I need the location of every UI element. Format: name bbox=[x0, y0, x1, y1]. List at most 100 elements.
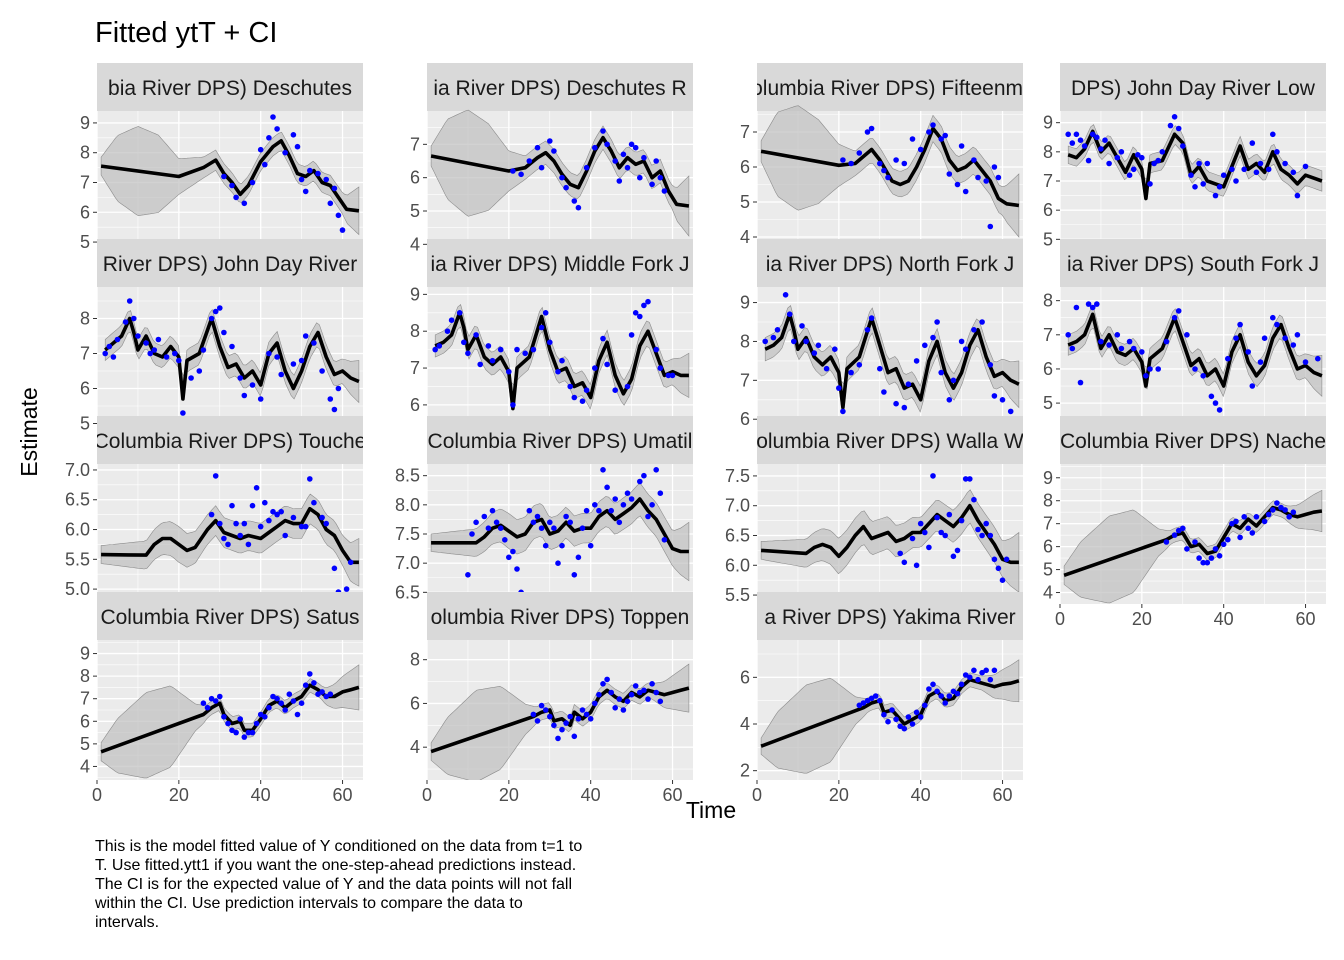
data-point bbox=[1208, 555, 1215, 561]
data-point bbox=[661, 537, 668, 543]
y-axis-label: Estimate bbox=[16, 387, 42, 476]
facet-panel: ia River DPS) North Fork J 6 7 8 9 bbox=[740, 239, 1023, 429]
data-point bbox=[868, 315, 875, 321]
data-point bbox=[315, 170, 321, 177]
data-point bbox=[493, 519, 500, 526]
y-tick-label: 7 bbox=[80, 344, 90, 364]
data-point bbox=[1135, 152, 1141, 158]
x-tick-label: 40 bbox=[251, 785, 271, 805]
data-point bbox=[547, 713, 553, 720]
data-point bbox=[600, 467, 606, 473]
y-tick-label: 8 bbox=[1043, 491, 1053, 511]
data-point bbox=[836, 385, 842, 391]
data-point bbox=[881, 389, 887, 395]
data-point bbox=[1175, 125, 1182, 132]
data-point bbox=[628, 496, 635, 502]
data-point bbox=[641, 687, 647, 694]
data-point bbox=[571, 733, 578, 740]
data-point bbox=[803, 338, 809, 345]
data-point bbox=[510, 168, 516, 174]
data-point bbox=[131, 315, 137, 322]
data-point bbox=[579, 707, 586, 713]
data-point bbox=[889, 707, 895, 713]
data-point bbox=[278, 508, 285, 515]
data-point bbox=[587, 716, 594, 722]
data-point bbox=[856, 702, 863, 709]
data-point bbox=[518, 171, 524, 178]
data-point bbox=[530, 519, 537, 526]
y-tick-label: 7 bbox=[410, 358, 420, 378]
fitted-line bbox=[101, 506, 359, 565]
data-point bbox=[938, 369, 944, 376]
data-point bbox=[307, 167, 313, 174]
data-point bbox=[567, 383, 573, 390]
data-point bbox=[958, 143, 965, 149]
data-point bbox=[954, 690, 961, 697]
data-point bbox=[221, 329, 227, 336]
data-point bbox=[1114, 154, 1121, 161]
data-point bbox=[987, 223, 994, 230]
data-point bbox=[1302, 163, 1309, 170]
data-point bbox=[913, 358, 920, 364]
data-point bbox=[1147, 181, 1153, 187]
data-point bbox=[815, 342, 822, 349]
data-point bbox=[311, 499, 317, 506]
facet-panel: Columbia River DPS) Satus 45 67 89 0 20 40 60 bbox=[80, 592, 363, 805]
data-point bbox=[632, 310, 639, 316]
fitted-line bbox=[104, 316, 360, 401]
data-point bbox=[1290, 509, 1297, 515]
data-point bbox=[241, 200, 248, 207]
data-point bbox=[1106, 160, 1112, 167]
data-point bbox=[987, 676, 994, 683]
caption-line: This is the model fitted value of Y cond… bbox=[95, 838, 583, 855]
data-point bbox=[905, 381, 912, 388]
data-point bbox=[1237, 534, 1243, 541]
x-tick-label: 60 bbox=[1296, 609, 1316, 629]
data-point bbox=[469, 531, 475, 537]
data-point bbox=[1233, 335, 1239, 342]
facet-strip-label: olumbia River DPS) Walla W bbox=[756, 430, 1024, 453]
data-point bbox=[938, 529, 944, 536]
y-tick-label: 8.0 bbox=[395, 495, 420, 515]
data-point bbox=[1270, 131, 1276, 138]
data-point bbox=[290, 361, 297, 367]
data-point bbox=[653, 158, 659, 164]
x-tick-label: 40 bbox=[1214, 609, 1234, 629]
data-point bbox=[950, 688, 957, 695]
facet-strip-label: ia River DPS) Deschutes R bbox=[433, 77, 686, 100]
facet-strip-label: River DPS) John Day River bbox=[103, 253, 357, 276]
data-point bbox=[1241, 166, 1247, 173]
data-point bbox=[848, 160, 854, 167]
data-point bbox=[538, 324, 545, 331]
y-tick-label: 5 bbox=[1043, 393, 1053, 413]
data-point bbox=[612, 158, 618, 164]
facet-strip-label: Columbia River DPS) Fifteenmile bbox=[736, 77, 1044, 100]
data-point bbox=[196, 368, 203, 374]
data-point bbox=[885, 174, 891, 181]
data-point bbox=[315, 691, 321, 697]
facet-strip bbox=[1060, 63, 1326, 111]
data-point bbox=[938, 693, 944, 699]
data-point bbox=[1175, 527, 1182, 534]
y-tick-label: 9 bbox=[740, 293, 750, 313]
data-point bbox=[1249, 140, 1256, 146]
data-point bbox=[245, 729, 252, 736]
data-point bbox=[604, 361, 610, 368]
y-tick-label: 7 bbox=[80, 689, 90, 709]
data-point bbox=[114, 336, 121, 343]
facet-panel: Columbia River DPS) Fifteenmile 4 5 6 7 bbox=[736, 63, 1044, 251]
data-point bbox=[1192, 366, 1198, 372]
y-tick-label: 7.5 bbox=[725, 466, 750, 486]
data-point bbox=[637, 313, 643, 320]
fitted-line bbox=[764, 312, 1020, 410]
data-point bbox=[514, 566, 520, 572]
data-point bbox=[249, 729, 256, 736]
data-point bbox=[147, 350, 153, 357]
data-point bbox=[637, 174, 643, 181]
data-point bbox=[1249, 383, 1256, 389]
y-tick-label: 2 bbox=[740, 761, 750, 781]
data-point bbox=[1253, 169, 1260, 176]
data-point bbox=[946, 511, 953, 518]
data-point bbox=[811, 350, 818, 356]
data-point bbox=[270, 693, 276, 700]
